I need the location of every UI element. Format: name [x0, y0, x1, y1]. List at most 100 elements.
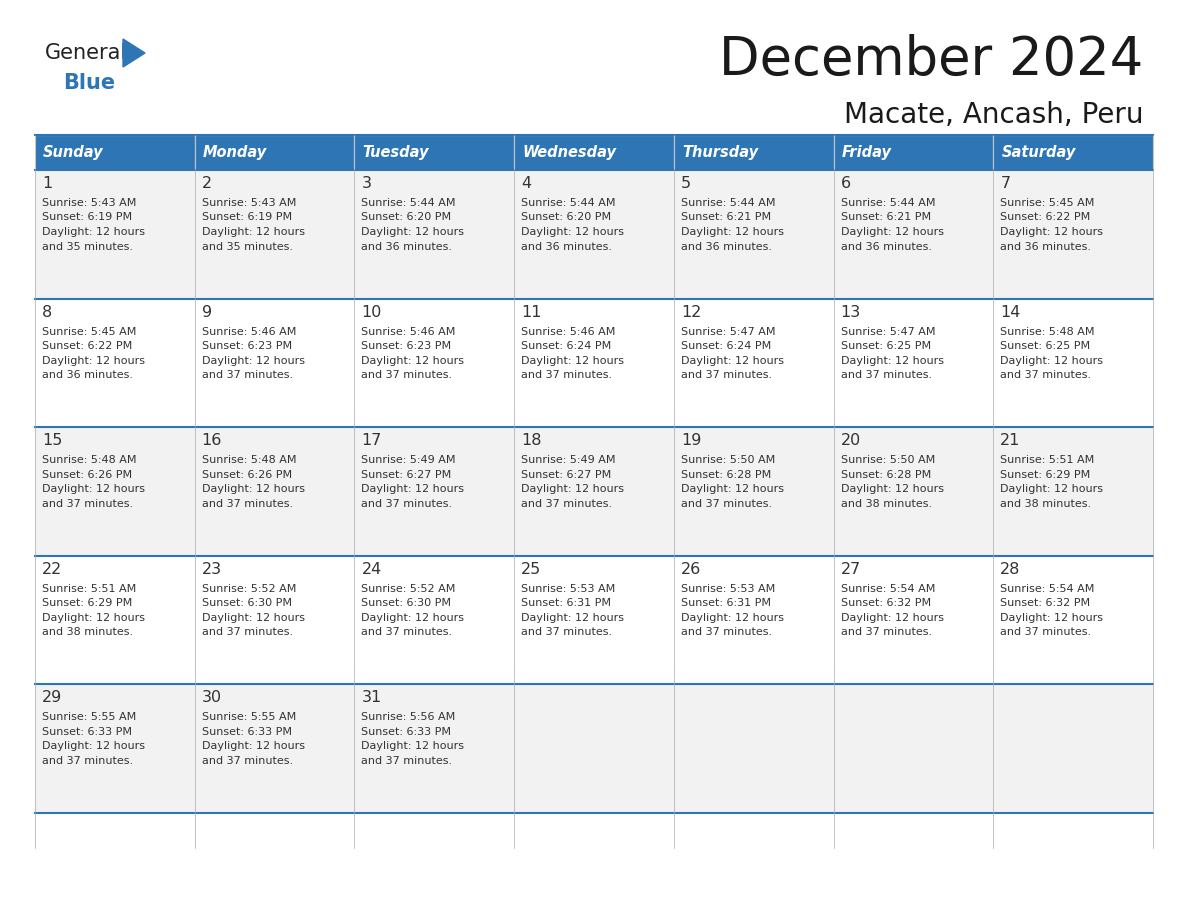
Text: Daylight: 12 hours: Daylight: 12 hours — [202, 613, 304, 622]
Text: Sunrise: 5:53 AM: Sunrise: 5:53 AM — [522, 584, 615, 594]
Bar — [354, 135, 514, 170]
Text: Daylight: 12 hours: Daylight: 12 hours — [681, 484, 784, 494]
Bar — [834, 298, 993, 427]
Text: Daylight: 12 hours: Daylight: 12 hours — [361, 613, 465, 622]
Text: Sunrise: 5:44 AM: Sunrise: 5:44 AM — [361, 198, 456, 208]
Bar — [993, 555, 1154, 685]
Text: Sunrise: 5:45 AM: Sunrise: 5:45 AM — [42, 327, 137, 337]
Text: 16: 16 — [202, 433, 222, 448]
Text: and 37 minutes.: and 37 minutes. — [361, 498, 453, 509]
Bar — [674, 685, 834, 813]
Text: 10: 10 — [361, 305, 381, 319]
Bar — [195, 135, 354, 170]
Text: 18: 18 — [522, 433, 542, 448]
Text: 21: 21 — [1000, 433, 1020, 448]
Text: 28: 28 — [1000, 562, 1020, 577]
Text: 3: 3 — [361, 176, 372, 191]
Text: Daylight: 12 hours: Daylight: 12 hours — [1000, 355, 1104, 365]
Bar — [674, 135, 834, 170]
Text: Thursday: Thursday — [682, 145, 758, 160]
Bar — [834, 170, 993, 298]
Text: 13: 13 — [841, 305, 861, 319]
Text: 27: 27 — [841, 562, 861, 577]
Text: Daylight: 12 hours: Daylight: 12 hours — [202, 355, 304, 365]
Text: and 35 minutes.: and 35 minutes. — [42, 241, 133, 252]
Bar — [34, 555, 195, 685]
Bar — [514, 170, 674, 298]
Text: Daylight: 12 hours: Daylight: 12 hours — [1000, 613, 1104, 622]
Text: and 37 minutes.: and 37 minutes. — [361, 627, 453, 637]
Text: and 37 minutes.: and 37 minutes. — [522, 370, 612, 380]
Bar — [514, 135, 674, 170]
Text: 9: 9 — [202, 305, 211, 319]
Text: Saturday: Saturday — [1001, 145, 1075, 160]
Text: Daylight: 12 hours: Daylight: 12 hours — [42, 742, 145, 752]
Text: Sunset: 6:22 PM: Sunset: 6:22 PM — [1000, 212, 1091, 222]
Text: Sunrise: 5:54 AM: Sunrise: 5:54 AM — [841, 584, 935, 594]
Text: 25: 25 — [522, 562, 542, 577]
Bar — [674, 427, 834, 555]
Text: Sunset: 6:24 PM: Sunset: 6:24 PM — [522, 341, 612, 351]
Text: and 38 minutes.: and 38 minutes. — [42, 627, 133, 637]
Text: Sunset: 6:33 PM: Sunset: 6:33 PM — [42, 727, 132, 737]
Text: Monday: Monday — [203, 145, 267, 160]
Text: 15: 15 — [42, 433, 63, 448]
Text: Sunrise: 5:49 AM: Sunrise: 5:49 AM — [522, 455, 615, 465]
Text: and 37 minutes.: and 37 minutes. — [681, 627, 772, 637]
Text: Daylight: 12 hours: Daylight: 12 hours — [841, 355, 943, 365]
Text: Sunset: 6:28 PM: Sunset: 6:28 PM — [681, 470, 771, 480]
Text: and 36 minutes.: and 36 minutes. — [681, 241, 772, 252]
Text: and 36 minutes.: and 36 minutes. — [42, 370, 133, 380]
Text: 30: 30 — [202, 690, 222, 705]
Text: 20: 20 — [841, 433, 861, 448]
Bar — [674, 555, 834, 685]
Text: Sunrise: 5:48 AM: Sunrise: 5:48 AM — [202, 455, 296, 465]
Bar — [993, 135, 1154, 170]
Text: and 37 minutes.: and 37 minutes. — [841, 627, 931, 637]
Text: Sunset: 6:30 PM: Sunset: 6:30 PM — [202, 599, 292, 609]
Text: Sunrise: 5:44 AM: Sunrise: 5:44 AM — [522, 198, 615, 208]
Bar — [354, 298, 514, 427]
Text: Daylight: 12 hours: Daylight: 12 hours — [361, 227, 465, 237]
Text: Wednesday: Wednesday — [523, 145, 617, 160]
Bar — [834, 135, 993, 170]
Text: 7: 7 — [1000, 176, 1011, 191]
Bar — [195, 298, 354, 427]
Bar — [993, 298, 1154, 427]
Bar — [34, 427, 195, 555]
Text: 2: 2 — [202, 176, 211, 191]
Text: Sunset: 6:29 PM: Sunset: 6:29 PM — [1000, 470, 1091, 480]
Text: Sunrise: 5:49 AM: Sunrise: 5:49 AM — [361, 455, 456, 465]
Text: Sunrise: 5:56 AM: Sunrise: 5:56 AM — [361, 712, 456, 722]
Bar — [34, 135, 195, 170]
Text: and 37 minutes.: and 37 minutes. — [1000, 370, 1092, 380]
Text: Sunset: 6:29 PM: Sunset: 6:29 PM — [42, 599, 132, 609]
Text: 22: 22 — [42, 562, 62, 577]
Text: Sunset: 6:31 PM: Sunset: 6:31 PM — [681, 599, 771, 609]
Text: Daylight: 12 hours: Daylight: 12 hours — [42, 484, 145, 494]
Text: Daylight: 12 hours: Daylight: 12 hours — [42, 227, 145, 237]
Text: Sunrise: 5:52 AM: Sunrise: 5:52 AM — [202, 584, 296, 594]
Text: and 37 minutes.: and 37 minutes. — [1000, 627, 1092, 637]
Bar — [34, 170, 195, 298]
Text: and 37 minutes.: and 37 minutes. — [202, 627, 292, 637]
Text: Sunrise: 5:55 AM: Sunrise: 5:55 AM — [202, 712, 296, 722]
Text: Daylight: 12 hours: Daylight: 12 hours — [202, 227, 304, 237]
Text: and 37 minutes.: and 37 minutes. — [522, 498, 612, 509]
Text: Daylight: 12 hours: Daylight: 12 hours — [1000, 484, 1104, 494]
Text: 12: 12 — [681, 305, 701, 319]
Text: Sunrise: 5:50 AM: Sunrise: 5:50 AM — [681, 455, 775, 465]
Text: Sunrise: 5:48 AM: Sunrise: 5:48 AM — [42, 455, 137, 465]
Bar — [354, 685, 514, 813]
Text: Macate, Ancash, Peru: Macate, Ancash, Peru — [843, 101, 1143, 129]
Text: Sunset: 6:33 PM: Sunset: 6:33 PM — [361, 727, 451, 737]
Text: Daylight: 12 hours: Daylight: 12 hours — [202, 484, 304, 494]
Text: 14: 14 — [1000, 305, 1020, 319]
Text: Sunrise: 5:47 AM: Sunrise: 5:47 AM — [681, 327, 776, 337]
Text: 23: 23 — [202, 562, 222, 577]
Bar — [34, 685, 195, 813]
Text: Sunrise: 5:52 AM: Sunrise: 5:52 AM — [361, 584, 456, 594]
Text: Sunset: 6:30 PM: Sunset: 6:30 PM — [361, 599, 451, 609]
Bar — [34, 298, 195, 427]
Bar — [834, 555, 993, 685]
